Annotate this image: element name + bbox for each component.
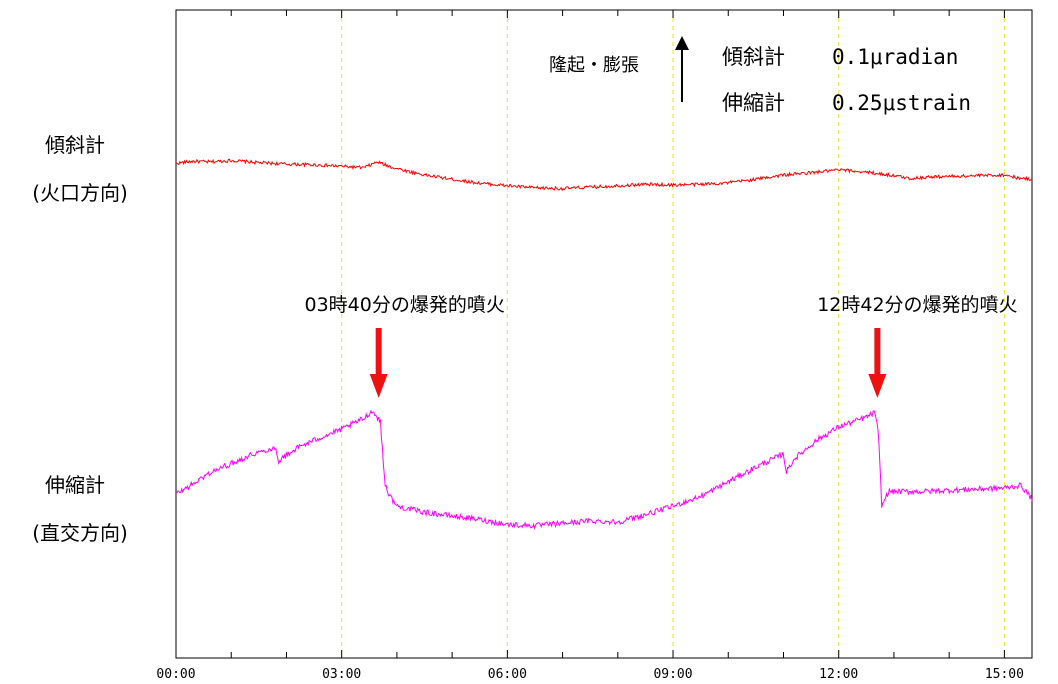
legend-tilt-name: 傾斜計 [722,45,785,69]
direction-arrow-icon [675,36,689,102]
x-tick-label: 03:00 [322,667,361,682]
series-line-strain [175,409,1033,531]
legend-strain-scale: 0.25μstrain [832,91,971,115]
legend-tilt-scale: 0.1μradian [832,45,958,69]
x-tick-label: 00:00 [156,667,195,682]
x-tick-label: 12:00 [819,667,858,682]
uplift-direction-label: 隆起・膨張 [549,55,639,76]
tilt-row-sublabel: (火口方向) [32,181,128,205]
series-layer [175,158,1033,531]
eruption-arrow-icon [868,328,887,398]
strain-row-sublabel: (直交方向) [32,521,128,545]
tilt-row-label: 傾斜計 [45,133,105,157]
x-tick-label: 09:00 [653,667,692,682]
x-tick-label: 15:00 [985,667,1024,682]
vertical-gridlines [341,10,1005,658]
eruption-annotations: 03時40分の爆発的噴火 12時42分の爆発的噴火 [304,294,1018,398]
series-line-tilt [175,158,1033,192]
legend-strain-name: 伸縮計 [722,91,785,115]
plot-frame [175,9,1033,659]
strain-row-label: 伸縮計 [45,473,105,497]
x-tick-label: 06:00 [488,667,527,682]
eruption-arrow-icon [369,328,388,398]
x-ticks [175,10,1005,658]
eruption-annotation-label: 03時40分の爆発的噴火 [304,294,504,316]
eruption-annotation-label: 12時42分の爆発的噴火 [817,294,1017,316]
x-tick-labels: 00:00 03:00 06:00 09:00 12:00 15:00 [156,667,1024,682]
